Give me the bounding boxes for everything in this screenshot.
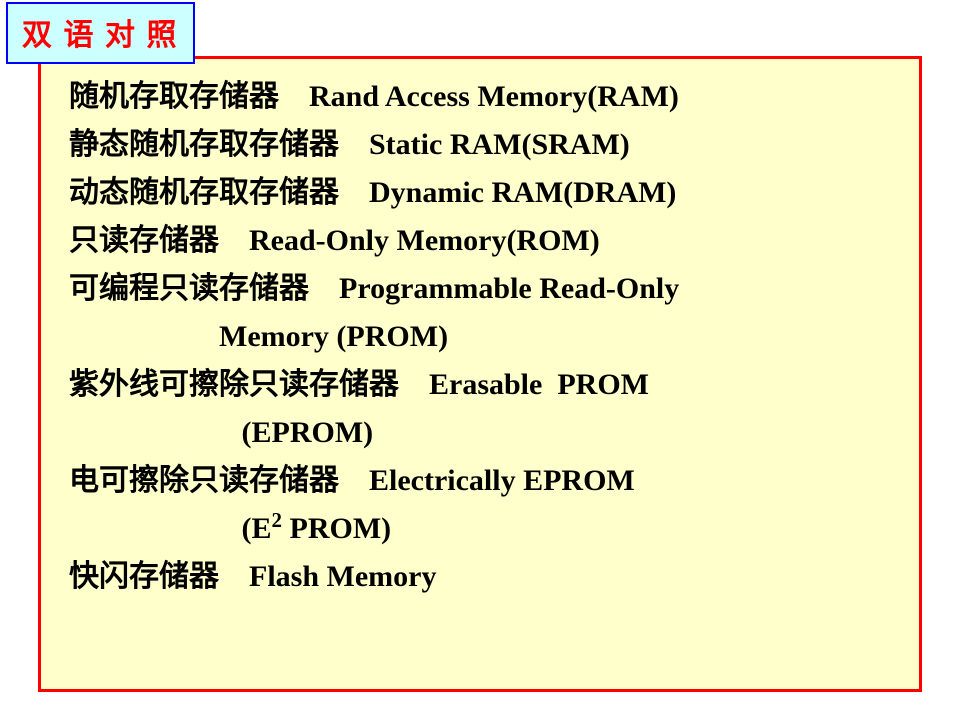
gap — [309, 272, 339, 305]
en-term: Flash Memory — [249, 560, 436, 593]
gap — [279, 80, 309, 113]
term-line: 动态随机存取存储器 Dynamic RAM(DRAM) — [69, 169, 909, 217]
title-box: 双 语 对 照 — [6, 2, 195, 64]
title-text: 双 语 对 照 — [22, 19, 179, 52]
indent — [69, 416, 242, 449]
term-line: 静态随机存取存储器 Static RAM(SRAM) — [69, 121, 909, 169]
en-term: Electrically EPROM — [369, 464, 635, 497]
en-term: (E — [242, 512, 272, 545]
en-term: (EPROM) — [242, 416, 374, 449]
en-term: Erasable PROM — [429, 368, 649, 401]
content-box: 随机存取存储器 Rand Access Memory(RAM)静态随机存取存储器… — [38, 56, 922, 692]
gap — [339, 176, 369, 209]
en-term-after: PROM) — [282, 512, 391, 545]
cn-term: 可编程只读存储器 — [69, 272, 309, 305]
term-line: (EPROM) — [69, 409, 909, 457]
en-term: Programmable Read-Only — [339, 272, 679, 305]
term-line: 快闪存储器 Flash Memory — [69, 553, 909, 601]
gap — [399, 368, 429, 401]
cn-term: 电可擦除只读存储器 — [69, 464, 339, 497]
term-line: Memory (PROM) — [69, 313, 909, 361]
indent — [69, 320, 219, 353]
gap — [219, 560, 249, 593]
term-line: 紫外线可擦除只读存储器 Erasable PROM — [69, 361, 909, 409]
cn-term: 只读存储器 — [69, 224, 219, 257]
term-line: 只读存储器 Read-Only Memory(ROM) — [69, 217, 909, 265]
term-line: 可编程只读存储器 Programmable Read-Only — [69, 265, 909, 313]
en-term: Dynamic RAM(DRAM) — [369, 176, 676, 209]
gap — [339, 128, 369, 161]
gap — [339, 464, 369, 497]
superscript: 2 — [272, 508, 283, 532]
cn-term: 紫外线可擦除只读存储器 — [69, 368, 399, 401]
term-line: 随机存取存储器 Rand Access Memory(RAM) — [69, 73, 909, 121]
term-line: (E2 PROM) — [69, 505, 909, 553]
cn-term: 随机存取存储器 — [69, 80, 279, 113]
cn-term: 动态随机存取存储器 — [69, 176, 339, 209]
en-term: Rand Access Memory(RAM) — [309, 80, 679, 113]
cn-term: 快闪存储器 — [69, 560, 219, 593]
term-line: 电可擦除只读存储器 Electrically EPROM — [69, 457, 909, 505]
cn-term: 静态随机存取存储器 — [69, 128, 339, 161]
en-term: Memory (PROM) — [219, 320, 448, 353]
indent — [69, 512, 242, 545]
en-term: Static RAM(SRAM) — [369, 128, 630, 161]
gap — [219, 224, 249, 257]
en-term: Read-Only Memory(ROM) — [249, 224, 600, 257]
